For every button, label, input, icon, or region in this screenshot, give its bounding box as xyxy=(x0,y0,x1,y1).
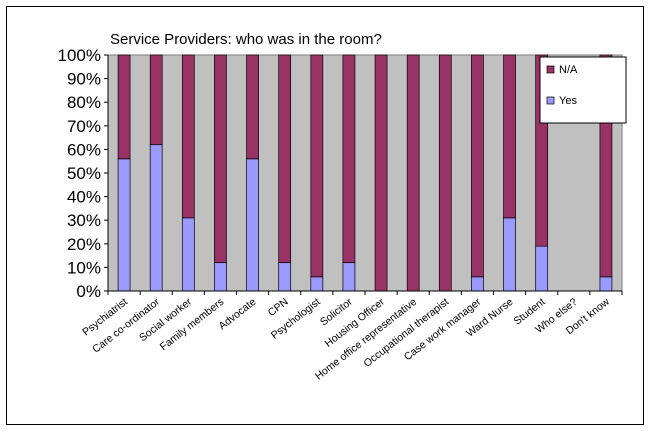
bar-n-a xyxy=(503,54,516,219)
bar-n-a xyxy=(342,54,356,264)
y-tick-label: 60% xyxy=(67,140,101,159)
y-tick-label: 70% xyxy=(67,117,101,136)
y-tick-label: 10% xyxy=(67,258,101,277)
bar-yes xyxy=(471,276,484,292)
bar-yes xyxy=(117,158,131,292)
legend-label: N/A xyxy=(559,64,578,76)
legend: N/A Yes xyxy=(539,56,627,124)
x-tick-label: CPN xyxy=(266,296,291,319)
bar-yes xyxy=(246,158,259,292)
bar-n-a xyxy=(117,54,131,160)
bar-n-a xyxy=(310,54,324,278)
bar-n-a xyxy=(181,54,195,219)
bar-yes xyxy=(181,217,195,292)
bar-yes xyxy=(503,217,516,292)
chart-title: Service Providers: who was in the room? xyxy=(110,31,382,48)
y-tick-label: 30% xyxy=(67,211,101,230)
bar-n-a xyxy=(374,54,388,292)
bar-n-a xyxy=(438,54,452,292)
y-tick-label: 80% xyxy=(67,93,101,112)
bar-yes xyxy=(278,262,292,292)
bar-yes xyxy=(214,262,227,292)
bar-n-a xyxy=(246,54,259,160)
bar-n-a xyxy=(214,54,227,264)
y-tick-label: 0% xyxy=(76,282,101,301)
bar-yes xyxy=(535,245,549,292)
y-tick-label: 90% xyxy=(67,70,101,89)
legend-swatch xyxy=(546,96,555,105)
bar-yes xyxy=(149,144,163,292)
bar-yes xyxy=(342,262,356,292)
bar-yes xyxy=(310,276,324,292)
y-tick-label: 40% xyxy=(67,188,101,207)
bar-n-a xyxy=(406,54,420,292)
bar-n-a xyxy=(278,54,292,264)
legend-swatch xyxy=(546,65,555,74)
y-axis: 0% 10% 20% 30% 40% 50% 60% 70% 80% 90% 100% xyxy=(58,46,109,301)
bar-n-a xyxy=(149,54,163,146)
legend-label: Yes xyxy=(559,95,577,107)
y-tick-label: 20% xyxy=(67,235,101,254)
bar-yes xyxy=(599,276,613,292)
y-tick-label: 100% xyxy=(58,46,101,65)
bar-n-a xyxy=(471,54,484,278)
y-tick-label: 50% xyxy=(67,164,101,183)
